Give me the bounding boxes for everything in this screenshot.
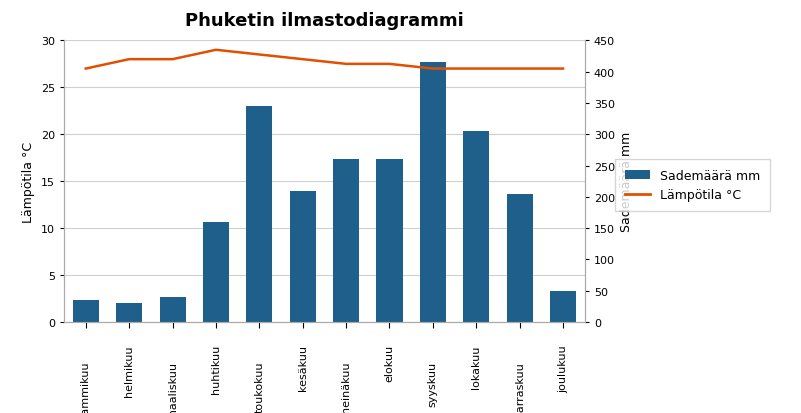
Text: helmikuu: helmikuu: [124, 344, 134, 396]
Bar: [376, 160, 402, 322]
Text: huhtikuu: huhtikuu: [211, 344, 221, 394]
Text: kesäkuu: kesäkuu: [298, 344, 308, 390]
Bar: [290, 191, 316, 322]
Text: Phuketin ilmastodiagrammi: Phuketin ilmastodiagrammi: [185, 12, 464, 30]
Bar: [73, 300, 99, 322]
Text: marraskuu: marraskuu: [515, 361, 525, 413]
Bar: [506, 194, 533, 322]
Text: maaliskuu: maaliskuu: [167, 361, 178, 413]
Bar: [420, 63, 446, 322]
Bar: [116, 304, 143, 322]
Text: joulukuu: joulukuu: [558, 344, 568, 392]
Bar: [159, 297, 186, 322]
Legend: Sademäärä mm, Lämpötila °C: Sademäärä mm, Lämpötila °C: [615, 160, 771, 212]
Text: toukokuu: toukokuu: [255, 361, 264, 412]
Bar: [247, 107, 272, 322]
Bar: [333, 160, 359, 322]
Y-axis label: Lämpötila °C: Lämpötila °C: [22, 141, 35, 222]
Text: heinäkuu: heinäkuu: [341, 361, 351, 412]
Text: syyskuu: syyskuu: [428, 361, 438, 406]
Bar: [550, 291, 576, 322]
Bar: [463, 132, 489, 322]
Bar: [203, 222, 229, 322]
Text: elokuu: elokuu: [384, 344, 394, 381]
Y-axis label: Sademäärä mm: Sademäärä mm: [621, 132, 634, 232]
Text: tammikuu: tammikuu: [81, 361, 91, 413]
Text: lokakuu: lokakuu: [471, 344, 481, 387]
